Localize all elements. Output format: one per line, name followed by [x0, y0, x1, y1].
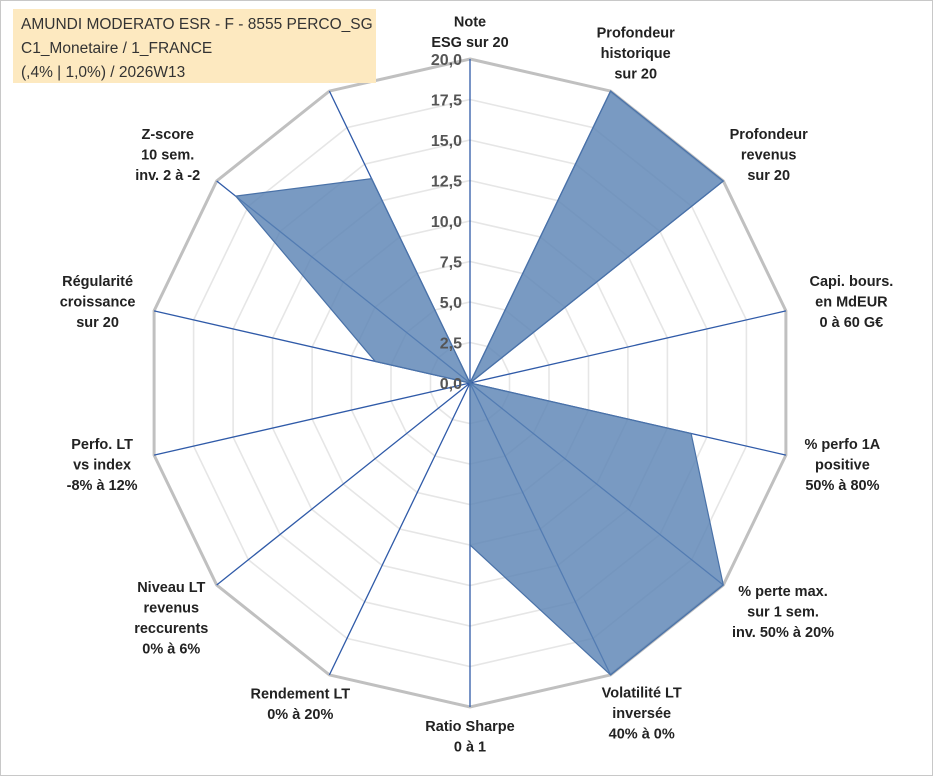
axis-label-4-line-2: en MdEUR [815, 294, 888, 310]
chart-title-line-1: AMUNDI MODERATO ESR - F - 8555 PERCO_SG [21, 13, 368, 37]
axis-label-4-line-3: 0 à 60 G€ [820, 315, 884, 331]
axis-label-3: Profondeur revenus sur 20 [730, 127, 808, 184]
axis-label-2-line-1: Profondeur [597, 25, 675, 41]
axis-label-12-line-1: Régularité [62, 274, 133, 290]
axis-label-13-line-2: 10 sem. [141, 148, 194, 164]
axis-spoke-10 [217, 383, 470, 585]
r-tick-label-0: 0,0 [440, 376, 462, 393]
axis-label-11: Perfo. LT vs index -8% à 12% [67, 437, 138, 494]
chart-title-box: AMUNDI MODERATO ESR - F - 8555 PERCO_SG … [13, 9, 376, 83]
axis-label-5-line-1: % perfo 1A [805, 437, 881, 453]
axis-label-6-line-1: % perte max. [738, 584, 827, 600]
axis-label-11-line-3: -8% à 12% [67, 478, 138, 494]
axis-label-1: Note ESG sur 20 [431, 15, 508, 52]
axis-label-5-line-2: positive [815, 458, 870, 474]
axis-label-7-line-2: inversée [612, 706, 671, 722]
axis-label-9-line-2: 0% à 20% [267, 707, 333, 723]
series-area [236, 91, 724, 675]
axis-label-6-line-3: inv. 50% à 20% [732, 625, 834, 641]
axis-label-10: Niveau LT revenus reccurents 0% à 6% [134, 580, 208, 658]
r-tick-label-7: 17,5 [431, 93, 462, 110]
r-tick-label-4: 10,0 [431, 214, 462, 231]
axis-label-5: % perfo 1A positive 50% à 80% [805, 437, 881, 494]
axis-label-13: Z-score 10 sem. inv. 2 à -2 [135, 127, 200, 184]
r-tick-label-1: 2,5 [440, 336, 462, 353]
axis-label-2-line-3: sur 20 [614, 66, 657, 82]
chart-title-line-2: C1_Monetaire / 1_FRANCE [21, 37, 368, 61]
axis-label-2-line-2: historique [601, 46, 671, 62]
axis-label-12-line-3: sur 20 [76, 315, 119, 331]
axis-label-3-line-2: revenus [741, 148, 797, 164]
axis-label-13-line-3: inv. 2 à -2 [135, 168, 200, 184]
axis-label-7: Volatilité LT inversée 40% à 0% [602, 686, 682, 743]
axis-label-10-line-1: Niveau LT [137, 580, 205, 596]
axis-label-11-line-2: vs index [73, 458, 131, 474]
axis-label-10-line-3: reccurents [134, 621, 208, 637]
axis-label-8: Ratio Sharpe 0 à 1 [425, 719, 514, 756]
axis-label-12-line-2: croissance [60, 294, 136, 310]
axis-label-7-line-3: 40% à 0% [609, 727, 675, 743]
axis-label-5-line-3: 50% à 80% [805, 478, 879, 494]
r-tick-label-3: 7,5 [440, 255, 462, 272]
chart-title-line-3: (,4% | 1,0%) / 2026W13 [21, 61, 368, 85]
axis-label-9: Rendement LT 0% à 20% [250, 687, 350, 724]
axis-label-4-line-1: Capi. bours. [810, 274, 894, 290]
axis-label-10-line-4: 0% à 6% [142, 642, 200, 658]
axis-label-1-line-2: ESG sur 20 [431, 35, 508, 51]
axis-label-10-line-2: revenus [143, 601, 199, 617]
r-tick-label-2: 5,0 [440, 295, 462, 312]
axis-label-3-line-1: Profondeur [730, 127, 808, 143]
axis-label-6: % perte max. sur 1 sem. inv. 50% à 20% [732, 584, 834, 641]
r-tick-label-6: 15,0 [431, 133, 462, 150]
r-tick-label-8: 20,0 [431, 52, 462, 69]
axis-label-11-line-1: Perfo. LT [71, 437, 133, 453]
axis-label-9-line-1: Rendement LT [250, 687, 350, 703]
axis-label-8-line-2: 0 à 1 [454, 740, 486, 756]
axis-label-2: Profondeur historique sur 20 [597, 25, 675, 82]
axis-label-4: Capi. bours. en MdEUR 0 à 60 G€ [810, 274, 894, 331]
axis-label-8-line-1: Ratio Sharpe [425, 719, 514, 735]
axis-label-6-line-2: sur 1 sem. [747, 605, 819, 621]
axis-label-7-line-1: Volatilité LT [602, 686, 682, 702]
axis-label-1-line-1: Note [454, 15, 486, 31]
axis-label-12: Régularité croissance sur 20 [60, 274, 136, 331]
r-tick-label-5: 12,5 [431, 174, 462, 191]
axis-label-13-line-1: Z-score [142, 127, 194, 143]
axis-spoke-9 [329, 383, 470, 675]
axis-label-3-line-3: sur 20 [747, 168, 790, 184]
